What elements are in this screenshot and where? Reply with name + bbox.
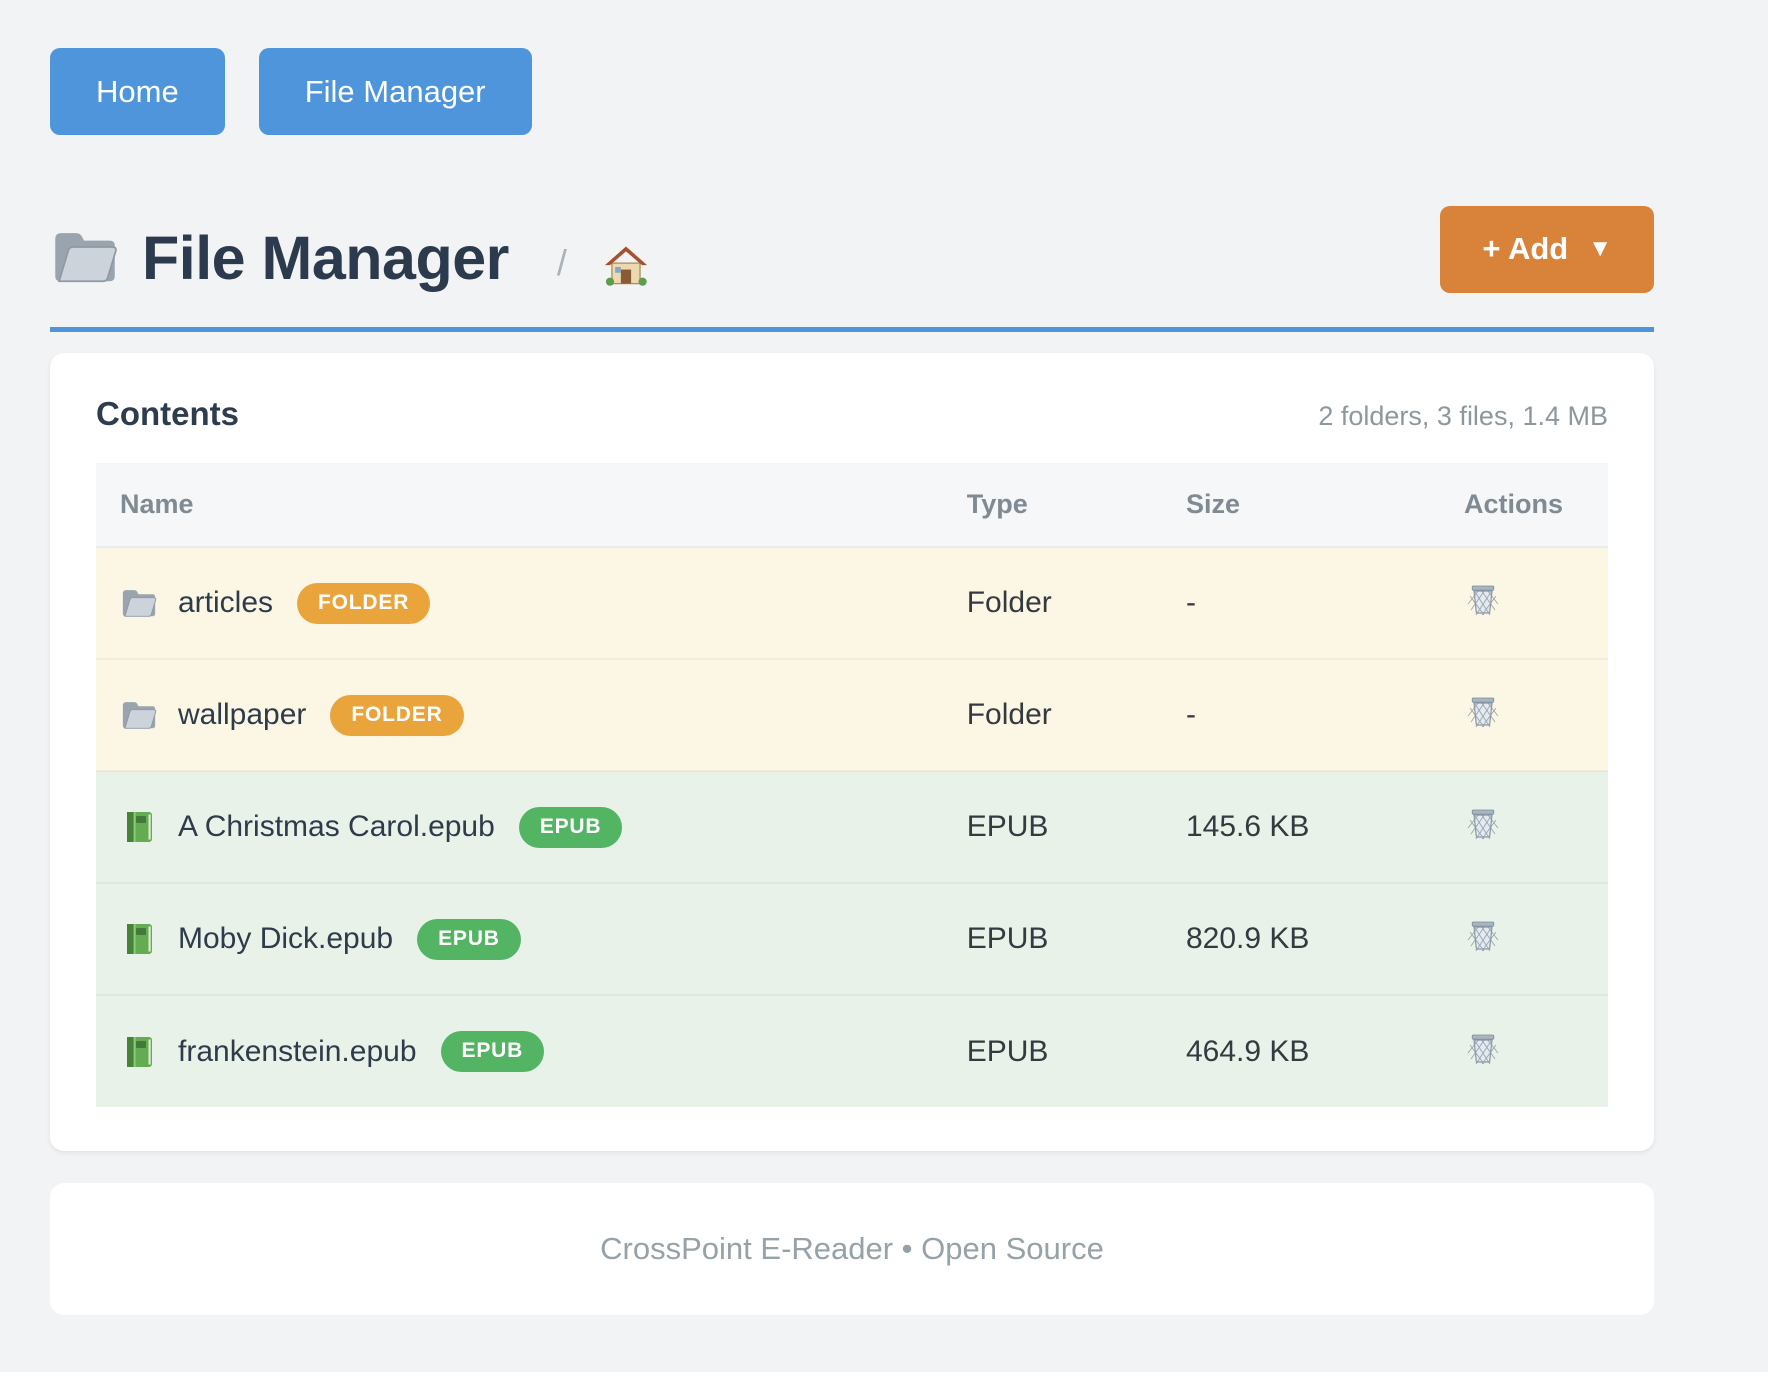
- file-type: Folder: [966, 698, 1052, 731]
- folder-icon: [50, 227, 120, 289]
- file-name[interactable]: A Christmas Carol.epub: [178, 810, 495, 843]
- add-button-label: + Add: [1482, 231, 1569, 266]
- column-header-type: Type: [942, 463, 1162, 547]
- table-row[interactable]: articles FOLDER Folder -: [96, 547, 1608, 659]
- file-name[interactable]: frankenstein.epub: [178, 1034, 417, 1068]
- file-type: EPUB: [966, 1034, 1049, 1068]
- home-icon[interactable]: [603, 244, 649, 286]
- footer-card: CrossPoint E-Reader • Open Source: [50, 1183, 1654, 1315]
- delete-button[interactable]: [1464, 806, 1502, 846]
- book-icon: [120, 922, 158, 956]
- book-icon: [120, 1035, 158, 1069]
- trash-icon: [1464, 918, 1502, 952]
- file-type: EPUB: [966, 922, 1049, 955]
- column-header-size: Size: [1161, 463, 1419, 547]
- file-name[interactable]: wallpaper: [178, 698, 307, 731]
- page-header: File Manager / + Add ▼: [50, 205, 1654, 293]
- trash-icon: [1464, 1031, 1502, 1065]
- file-type: Folder: [966, 586, 1052, 619]
- file-size: 145.6 KB: [1185, 810, 1310, 843]
- file-size: 464.9 KB: [1185, 1034, 1310, 1068]
- trash-icon: [1464, 582, 1502, 616]
- table-row[interactable]: wallpaper FOLDER Folder -: [96, 659, 1608, 771]
- table-row[interactable]: Moby Dick.epub EPUB EPUB 820.9 KB: [96, 883, 1608, 995]
- chevron-down-icon: ▼: [1588, 235, 1612, 262]
- page-title: File Manager: [142, 224, 509, 292]
- delete-button[interactable]: [1464, 1031, 1502, 1071]
- file-name[interactable]: Moby Dick.epub: [178, 922, 394, 955]
- nav-file-manager-button[interactable]: File Manager: [258, 48, 532, 135]
- table-row[interactable]: A Christmas Carol.epub EPUB EPUB 145.6 K…: [96, 771, 1608, 883]
- delete-button[interactable]: [1464, 694, 1502, 734]
- file-name[interactable]: articles: [178, 586, 274, 619]
- file-size: 820.9 KB: [1185, 922, 1310, 955]
- contents-summary: 2 folders, 3 files, 1.4 MB: [1318, 401, 1608, 431]
- header-divider: [50, 327, 1654, 332]
- bottom-strip: [0, 1372, 1768, 1380]
- delete-button[interactable]: [1464, 918, 1502, 958]
- file-size: -: [1185, 698, 1196, 731]
- trash-icon: [1464, 806, 1502, 840]
- folder-icon: [120, 698, 158, 732]
- folder-icon: [120, 586, 158, 620]
- table-row[interactable]: frankenstein.epub EPUB EPUB 464.9 KB: [96, 995, 1608, 1107]
- delete-button[interactable]: [1464, 582, 1502, 622]
- type-badge: EPUB: [440, 1031, 545, 1072]
- book-icon: [120, 810, 158, 844]
- footer-text: CrossPoint E-Reader • Open Source: [600, 1231, 1104, 1266]
- contents-card: Contents 2 folders, 3 files, 1.4 MB Name…: [50, 353, 1654, 1151]
- type-badge: FOLDER: [330, 694, 464, 736]
- files-table: Name Type Size Actions articles FOLDER F…: [96, 463, 1608, 1107]
- add-button[interactable]: + Add ▼: [1440, 205, 1654, 293]
- top-nav: Home File Manager: [50, 0, 1654, 135]
- file-type: EPUB: [966, 810, 1049, 843]
- table-header-row: Name Type Size Actions: [96, 463, 1608, 547]
- column-header-actions: Actions: [1418, 463, 1608, 547]
- breadcrumb-separator: /: [556, 242, 567, 283]
- trash-icon: [1464, 694, 1502, 728]
- type-badge: EPUB: [518, 806, 623, 848]
- column-header-name: Name: [96, 463, 943, 547]
- contents-heading: Contents: [96, 395, 239, 432]
- type-badge: EPUB: [417, 918, 521, 960]
- type-badge: FOLDER: [297, 582, 431, 624]
- file-size: -: [1185, 586, 1196, 619]
- nav-home-button[interactable]: Home: [50, 48, 225, 135]
